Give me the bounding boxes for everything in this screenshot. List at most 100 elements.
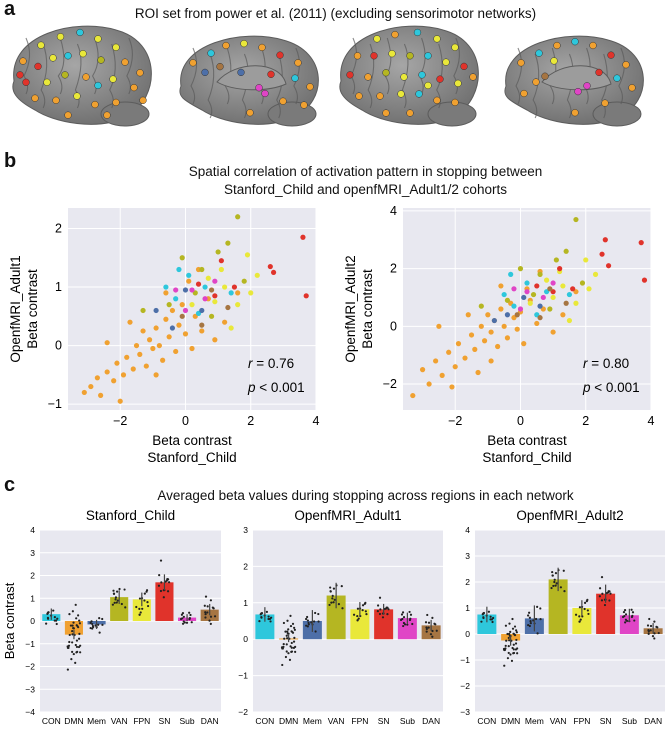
y-tick-label: −2: [460, 681, 470, 691]
roi-node-dmn: [628, 84, 636, 92]
data-dot: [71, 629, 74, 633]
data-dot: [574, 613, 578, 616]
scatter-point-dmn: [130, 366, 136, 372]
data-dot: [579, 618, 582, 621]
data-dot: [409, 613, 413, 616]
y-tick-label: −4: [25, 707, 35, 717]
data-dot: [406, 623, 409, 626]
data-dot: [649, 624, 653, 628]
data-dot: [431, 629, 434, 633]
data-dot: [482, 612, 485, 615]
scatter-point-con: [186, 272, 192, 278]
scatter-point-dmn: [146, 337, 153, 343]
data-dot: [510, 659, 514, 662]
data-dot: [206, 605, 209, 608]
data-dot: [284, 655, 288, 659]
data-dot: [45, 622, 48, 625]
data-dot: [424, 621, 428, 624]
data-dot: [352, 613, 356, 616]
data-dot: [578, 615, 581, 618]
data-dot: [332, 587, 336, 590]
scatter-point-dmn: [137, 351, 143, 357]
data-dot: [600, 599, 604, 602]
data-dot: [114, 596, 118, 599]
data-dot: [554, 571, 558, 575]
scatter-point-dmn: [156, 342, 162, 349]
data-dot: [287, 628, 290, 631]
scatter-point-con: [501, 291, 507, 298]
scatter-point-fpn: [205, 275, 211, 281]
scatter-point-van: [579, 280, 586, 286]
scatter-point-dmn: [133, 342, 140, 349]
data-dot: [166, 590, 170, 593]
data-dot: [306, 619, 309, 622]
data-dot: [115, 601, 118, 604]
data-dot: [536, 605, 539, 608]
sulcus-line: [23, 37, 31, 95]
scatter-point-fpn: [560, 283, 566, 289]
category-label-con: CON: [255, 716, 274, 726]
bar-chart-stanford-child: Stanford_Child −4 −3 −2 −1 0 1 2 3 4 CON DMN Mem VAN F…: [2, 508, 221, 726]
roi-node-dmn: [91, 100, 99, 109]
roi-node-sn: [22, 78, 30, 86]
scatter-point-dmn: [199, 328, 205, 334]
data-dot: [68, 640, 71, 644]
scatter-point-sn: [195, 281, 202, 287]
scatter-point-sn: [212, 293, 218, 299]
data-dot: [408, 610, 411, 614]
data-dot: [608, 590, 611, 593]
category-label-mem: Mem: [525, 716, 544, 726]
data-dot: [601, 592, 604, 595]
data-dot: [383, 607, 386, 611]
scatter-point-sn: [641, 277, 648, 283]
roi-node-fpn: [400, 73, 408, 81]
data-dot: [527, 614, 530, 617]
data-dot: [146, 601, 149, 604]
data-dot: [290, 641, 293, 645]
roi-node-fpn: [433, 35, 441, 43]
scatter-point-dmn: [550, 329, 556, 335]
data-dot: [509, 653, 512, 656]
data-dot: [290, 630, 293, 633]
data-dot: [293, 626, 296, 629]
scatter-point-fpn: [566, 317, 573, 324]
scatter-point-sub: [550, 280, 556, 286]
bar-van: [326, 595, 346, 640]
scatter-point-van: [553, 257, 559, 263]
data-dot: [79, 651, 82, 654]
x-tick-label: 2: [247, 414, 254, 428]
x-axis-label-2: Stanford_Child: [147, 450, 236, 465]
data-dot: [283, 637, 286, 640]
data-dot: [312, 620, 316, 623]
scatter-point-sub: [212, 278, 218, 284]
data-dot: [120, 602, 123, 606]
data-dot: [281, 663, 284, 667]
roi-node-fpn: [79, 50, 87, 58]
data-dot: [508, 639, 511, 642]
data-dot: [605, 592, 608, 595]
roi-node-van: [97, 56, 105, 64]
scatter-point-mem: [521, 294, 527, 301]
data-dot: [364, 610, 367, 613]
data-dot: [431, 616, 434, 620]
scatter-point-dmn: [521, 341, 527, 347]
sulcus-line: [276, 53, 283, 119]
scatter-point-fpn: [248, 290, 254, 296]
data-dot: [551, 570, 554, 574]
stat-p-symbol: p: [582, 380, 591, 395]
y-tick-label: 2: [55, 221, 62, 235]
scatter-point-dmn: [212, 337, 218, 343]
data-dot: [204, 611, 207, 614]
scatter-point-sn: [231, 284, 238, 290]
chart-title: OpenfMRI_Adult2: [516, 508, 623, 523]
data-dot: [203, 604, 206, 607]
data-dot: [69, 624, 73, 627]
data-dot: [507, 645, 510, 648]
data-dot: [379, 608, 382, 611]
sulcus-line: [241, 53, 249, 119]
data-dot: [328, 603, 331, 607]
data-dot: [516, 652, 519, 655]
scatter-point-dmn: [166, 334, 172, 340]
category-label-dan: DAN: [644, 716, 662, 726]
data-dot: [77, 637, 81, 640]
